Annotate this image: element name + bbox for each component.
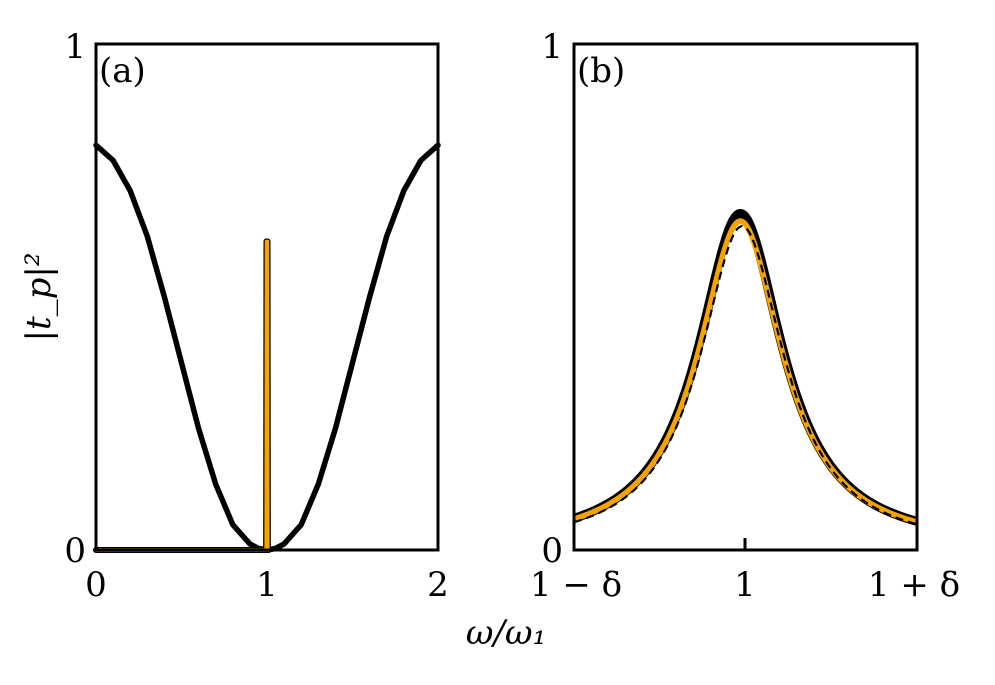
ytick-a-1: 1 (64, 27, 86, 67)
axes-a-frame (94, 42, 440, 552)
plot-a-series (93, 142, 441, 553)
series-a-orange-spike (94, 239, 271, 552)
ytick-b-0: 0 (541, 531, 563, 571)
series-b-dashed-curve (573, 225, 918, 526)
ytick-b-1: 1 (541, 27, 563, 67)
panel-label-b: (b) (577, 51, 625, 91)
panel-label-a: (a) (99, 51, 146, 91)
xtick-a-1: 1 (256, 565, 278, 605)
xtick-a-0: 0 (85, 565, 107, 605)
ytick-a-0: 0 (64, 531, 86, 571)
panel-b: (b) 0 1 1 − δ 1 1 + δ (530, 27, 960, 605)
xtick-b-2: 1 + δ (868, 565, 960, 605)
y-axis-label: |t_p|² (19, 253, 59, 342)
xtick-b-1: 1 (734, 565, 756, 605)
axes-b-frame (572, 42, 919, 552)
xtick-a-2: 2 (427, 565, 449, 605)
series-b-black-outline (572, 208, 919, 526)
panel-a: (a) 0 1 0 1 2 |t_p|² (19, 27, 449, 605)
plot-b-series (572, 208, 919, 526)
x-axis-label: ω/ω₁ (466, 613, 547, 653)
xtick-b-0: 1 − δ (530, 565, 622, 605)
series-b-orange-curve (573, 218, 918, 525)
series-a-spike-outline (93, 238, 272, 553)
